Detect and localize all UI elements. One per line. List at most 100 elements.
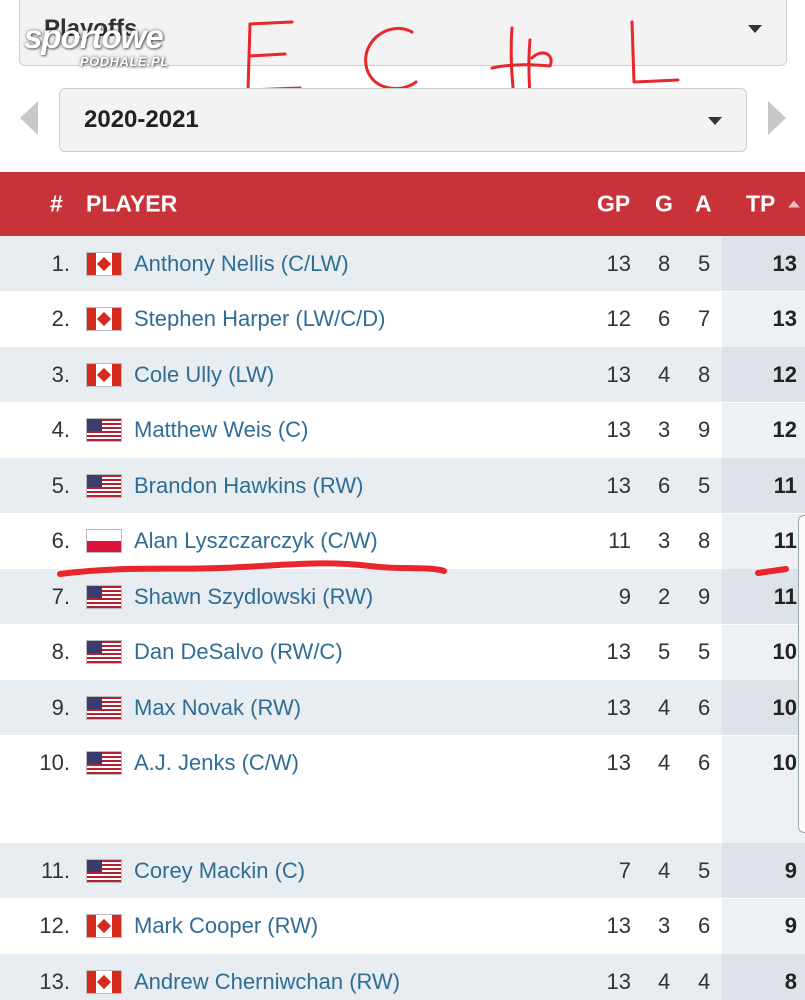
- total-points-cell: 13: [772, 306, 797, 331]
- total-points-cell: 12: [772, 417, 797, 442]
- player-name-link[interactable]: Dan DeSalvo (RW/C): [134, 639, 343, 664]
- table-row: 3. Cole Ully (LW) 13 4 8 12: [0, 347, 805, 402]
- table-row: 12. Mark Cooper (RW) 13 3 6 9: [0, 898, 805, 954]
- player-name-link[interactable]: Alan Lyszczarczyk (C/W): [134, 528, 378, 553]
- rank-cell: 7.: [51, 583, 70, 609]
- table-row: 13. Andrew Cherniwchan (RW) 13 4 4 8: [0, 954, 805, 1000]
- games-played-cell: 7: [618, 857, 631, 883]
- player-name-link[interactable]: Anthony Nellis (C/LW): [134, 250, 349, 276]
- usa-flag-icon: [86, 695, 122, 720]
- goals-cell: 4: [658, 694, 671, 720]
- total-points-cell: 10: [772, 694, 797, 720]
- table-spacer: [0, 791, 805, 843]
- games-played-cell: 13: [606, 417, 631, 442]
- goals-cell: 8: [658, 250, 671, 276]
- assists-cell: 7: [698, 306, 711, 331]
- assists-cell: 5: [698, 639, 711, 664]
- game-type-select[interactable]: Playoffs: [19, 0, 787, 66]
- games-played-cell: 13: [606, 694, 631, 720]
- horizontal-scroll-handle[interactable]: [798, 515, 805, 833]
- next-season-arrow[interactable]: [768, 101, 786, 135]
- player-name-link[interactable]: Andrew Cherniwchan (RW): [134, 968, 401, 994]
- rank-cell: 6.: [51, 528, 70, 553]
- player-name-link[interactable]: Max Novak (RW): [134, 694, 302, 720]
- header-rank: #: [50, 190, 63, 217]
- assists-cell: 5: [698, 857, 711, 883]
- table-row: 5. Brandon Hawkins (RW) 13 6 5 11: [0, 458, 805, 513]
- total-points-cell: 12: [772, 361, 797, 387]
- player-name-link[interactable]: Cole Ully (LW): [134, 361, 275, 387]
- table-row: 6. Alan Lyszczarczyk (C/W) 11 3 8 11: [0, 513, 805, 569]
- usa-flag-icon: [86, 751, 122, 775]
- table-row: 1. Anthony Nellis (C/LW) 13 8 5 13: [0, 236, 805, 291]
- sort-ascending-icon[interactable]: [788, 200, 800, 208]
- player-name-link[interactable]: Shawn Szydlowski (RW): [134, 583, 374, 609]
- total-points-cell: 11: [773, 472, 797, 498]
- rank-cell: 2.: [51, 306, 70, 331]
- table-row: 2. Stephen Harper (LW/C/D) 12 6 7 13: [0, 291, 805, 347]
- watermark-logo: sportowe PODHALE.PL: [24, 20, 168, 70]
- table-header: # PLAYER GP G A TP: [0, 172, 805, 236]
- total-points-cell: 13: [772, 250, 797, 276]
- games-played-cell: 13: [606, 472, 631, 498]
- total-points-cell: 9: [784, 913, 797, 938]
- canada-flag-icon: [86, 914, 122, 938]
- previous-season-arrow[interactable]: [20, 101, 38, 135]
- table-row: 4. Matthew Weis (C) 13 3 9 12: [0, 402, 805, 458]
- assists-cell: 4: [698, 968, 711, 994]
- filter-bar: Playoffs sportowe PODHALE.PL 2020-2021: [0, 0, 805, 172]
- usa-flag-icon: [86, 473, 122, 498]
- rank-cell: 5.: [51, 472, 70, 498]
- player-name-link[interactable]: Matthew Weis (C): [134, 417, 309, 442]
- usa-flag-icon: [86, 640, 122, 664]
- assists-cell: 5: [698, 472, 711, 498]
- total-points-cell: 11: [773, 528, 797, 553]
- goals-cell: 3: [658, 528, 671, 553]
- rank-cell: 12.: [39, 913, 70, 938]
- goals-cell: 4: [658, 750, 671, 775]
- table-row: 11. Corey Mackin (C) 7 4 5 9: [0, 843, 805, 898]
- goals-cell: 5: [658, 639, 671, 664]
- canada-flag-icon: [86, 307, 122, 331]
- player-name-link[interactable]: Corey Mackin (C): [134, 857, 306, 883]
- total-points-cell: 11: [773, 583, 797, 609]
- season-select[interactable]: 2020-2021: [59, 88, 747, 152]
- goals-cell: 6: [658, 472, 671, 498]
- rank-cell: 3.: [51, 361, 70, 387]
- games-played-cell: 11: [608, 528, 631, 553]
- goals-cell: 6: [658, 306, 671, 331]
- season-value: 2020-2021: [84, 106, 199, 133]
- header-gp[interactable]: GP: [597, 190, 631, 217]
- rank-cell: 1.: [51, 250, 70, 276]
- rank-cell: 13.: [39, 968, 70, 994]
- canada-flag-icon: [86, 251, 122, 276]
- header-a[interactable]: A: [695, 190, 712, 217]
- games-played-cell: 13: [606, 913, 631, 938]
- player-name-link[interactable]: Mark Cooper (RW): [134, 913, 319, 938]
- assists-cell: 5: [698, 250, 711, 276]
- player-name-link[interactable]: Brandon Hawkins (RW): [134, 472, 364, 498]
- chevron-down-icon: [748, 25, 762, 33]
- goals-cell: 3: [658, 913, 671, 938]
- header-g[interactable]: G: [655, 190, 673, 217]
- handwritten-echl-annotation: [246, 20, 680, 100]
- assists-cell: 9: [698, 417, 711, 442]
- goals-cell: 3: [658, 417, 671, 442]
- assists-cell: 9: [698, 583, 711, 609]
- header-tp[interactable]: TP: [746, 190, 776, 217]
- usa-flag-icon: [86, 858, 122, 883]
- goals-cell: 4: [658, 361, 671, 387]
- assists-cell: 6: [698, 694, 711, 720]
- assists-cell: 6: [698, 913, 711, 938]
- player-name-link[interactable]: Stephen Harper (LW/C/D): [134, 306, 386, 331]
- games-played-cell: 13: [606, 361, 631, 387]
- player-name-link[interactable]: A.J. Jenks (C/W): [134, 750, 300, 775]
- games-played-cell: 12: [606, 306, 631, 331]
- total-points-cell: 10: [772, 639, 797, 664]
- usa-flag-icon: [86, 584, 122, 609]
- table-row: 10. A.J. Jenks (C/W) 13 4 6 10: [0, 735, 805, 791]
- header-player[interactable]: PLAYER: [86, 190, 178, 217]
- goals-cell: 4: [658, 968, 671, 994]
- table-row: 9. Max Novak (RW) 13 4 6 10: [0, 680, 805, 735]
- canada-flag-icon: [86, 969, 122, 994]
